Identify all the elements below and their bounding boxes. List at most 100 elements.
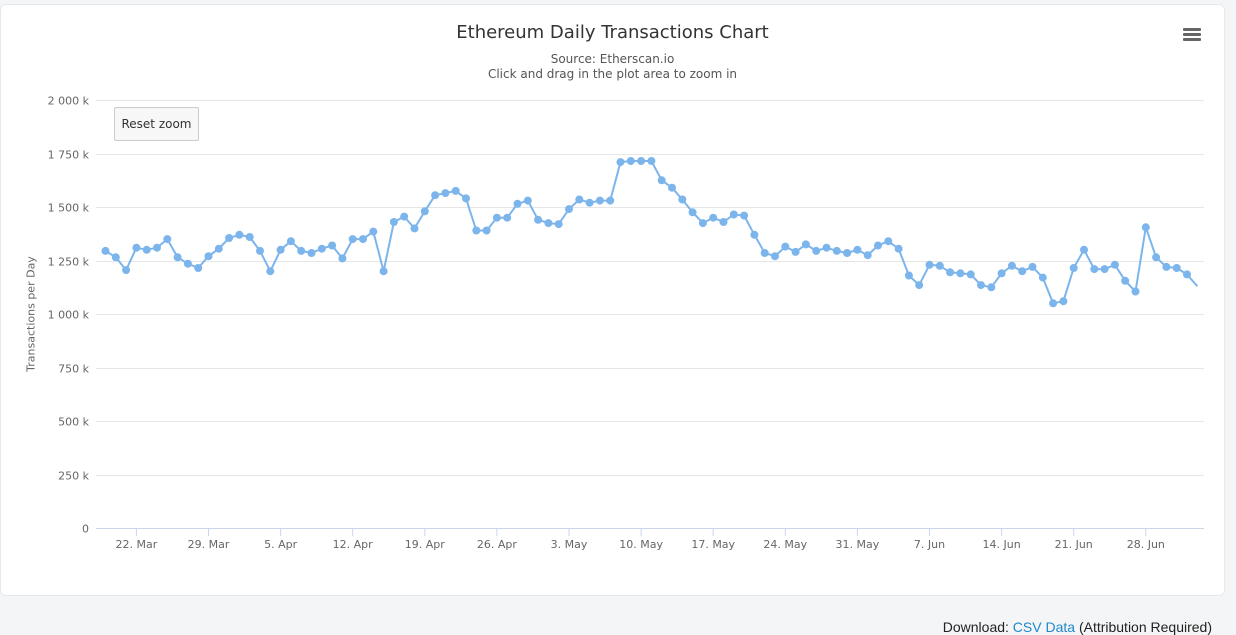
data-point	[400, 212, 409, 221]
chart-card	[0, 4, 1225, 596]
x-tick-label: 3. May	[551, 538, 588, 551]
data-point	[626, 157, 635, 165]
data-point	[204, 252, 213, 261]
data-point	[297, 246, 306, 255]
data-point	[369, 227, 378, 236]
csv-data-link[interactable]: CSV Data	[1012, 619, 1076, 635]
x-tick-label: 21. Jun	[1055, 538, 1093, 551]
data-point	[1069, 264, 1078, 272]
data-point	[801, 240, 810, 249]
data-point	[225, 234, 234, 242]
data-point	[647, 157, 656, 165]
data-point	[214, 244, 223, 253]
data-point	[709, 213, 718, 222]
x-tick-label: 19. Apr	[405, 538, 445, 551]
chart-subtitle: Source: Etherscan.io Click and drag in t…	[0, 52, 1225, 82]
download-label: Download:	[942, 619, 1009, 635]
data-point	[317, 244, 326, 253]
data-point	[1059, 297, 1068, 306]
data-point	[606, 196, 615, 205]
data-point	[565, 205, 573, 214]
data-point	[1038, 273, 1047, 282]
attribution-note: (Attribution Required)	[1078, 619, 1212, 635]
data-point	[503, 213, 512, 222]
x-axis: 22. Mar 29. Mar 5. Apr 12. Apr 19. Apr 26. Ap…	[96, 528, 1204, 551]
data-point	[266, 267, 275, 276]
data-point	[771, 252, 779, 261]
y-tick-label: 1 250 k	[48, 256, 90, 269]
data-point	[760, 249, 769, 257]
data-point	[554, 220, 563, 229]
data-point	[142, 245, 151, 254]
data-point	[719, 218, 728, 226]
data-point	[874, 241, 882, 250]
y-tick-label: 0	[82, 523, 89, 536]
y-tick-label: 500 k	[58, 416, 89, 429]
data-point	[678, 195, 687, 204]
data-point	[1049, 299, 1058, 308]
data-point	[307, 249, 316, 257]
x-tick-label: 31. May	[836, 538, 880, 551]
data-point	[1183, 270, 1191, 279]
data-point	[894, 244, 903, 253]
data-point	[1100, 265, 1109, 274]
data-point	[832, 246, 841, 255]
data-point	[729, 210, 738, 219]
x-tick-label: 26. Apr	[477, 538, 517, 551]
data-point	[1162, 262, 1171, 271]
data-point	[595, 196, 604, 205]
reset-zoom-button[interactable]: Reset zoom	[114, 107, 199, 141]
series-layer	[101, 157, 1199, 308]
data-point	[935, 261, 944, 270]
data-point	[472, 226, 481, 235]
data-point	[791, 247, 800, 256]
data-point	[987, 283, 996, 292]
x-tick-label: 5. Apr	[264, 538, 297, 551]
y-tick-label: 1 000 k	[48, 309, 90, 322]
data-point	[276, 245, 285, 254]
data-point	[956, 269, 965, 278]
chart-source: Source: Etherscan.io	[550, 52, 675, 66]
data-point	[544, 219, 553, 228]
y-tick-label: 1 500 k	[48, 202, 90, 215]
y-axis-ticks: 0 250 k 500 k 750 k 1 000 k 1 250 k 1 500 k 1 7…	[48, 95, 90, 536]
y-tick-label: 2 000 k	[48, 95, 90, 108]
data-point	[153, 243, 161, 252]
x-tick-label: 24. May	[763, 538, 807, 551]
x-tick-label: 29. Mar	[188, 538, 230, 551]
data-point	[904, 271, 913, 280]
data-point	[585, 198, 594, 207]
x-tick-label: 7. Jun	[914, 538, 945, 551]
data-point	[657, 176, 666, 185]
data-point	[616, 158, 625, 167]
hamburger-menu-icon[interactable]	[1183, 28, 1201, 42]
data-point	[132, 243, 141, 252]
x-tick-label: 22. Mar	[116, 538, 158, 551]
data-point	[410, 224, 419, 233]
data-point	[513, 199, 522, 208]
data-point	[389, 218, 398, 226]
data-point	[101, 246, 110, 255]
data-point	[379, 267, 388, 276]
data-point	[1131, 287, 1140, 296]
data-point	[853, 245, 862, 254]
data-point	[1152, 253, 1161, 262]
data-point	[441, 189, 450, 198]
data-point	[698, 219, 707, 228]
chart-title: Ethereum Daily Transactions Chart	[456, 22, 769, 43]
gridlines	[96, 100, 1204, 476]
data-point	[163, 235, 172, 244]
data-point	[173, 253, 182, 262]
data-point	[997, 269, 1006, 278]
download-footer: Download: CSV Data (Attribution Required…	[943, 619, 1212, 635]
data-point	[534, 215, 543, 224]
data-point	[359, 235, 367, 244]
data-point	[1028, 262, 1037, 271]
data-point	[843, 249, 852, 257]
data-point	[348, 235, 357, 244]
y-tick-label: 250 k	[58, 470, 89, 483]
data-point	[451, 186, 460, 195]
data-point	[915, 281, 924, 290]
chart-plot[interactable]: 0 250 k 500 k 750 k 1 000 k 1 250 k 1 500 k 1 7…	[0, 0, 1236, 600]
data-point	[822, 243, 831, 252]
